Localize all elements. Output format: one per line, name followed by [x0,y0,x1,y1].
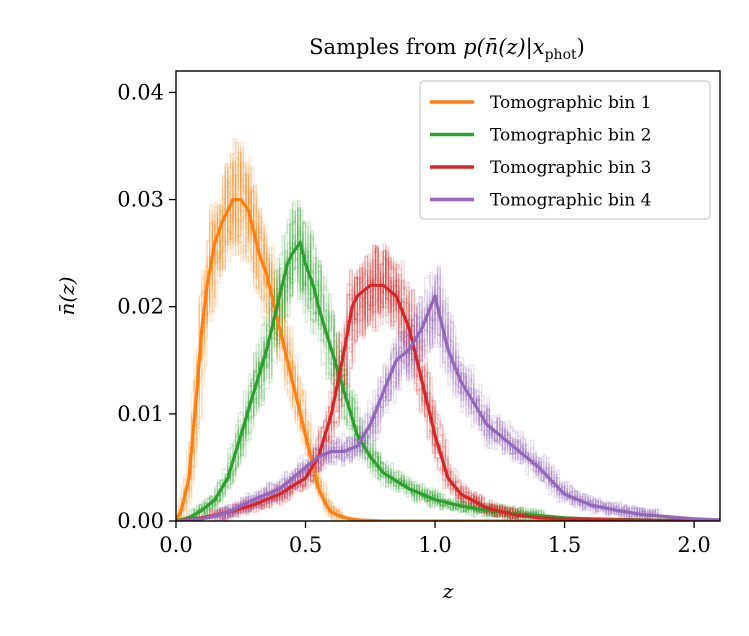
y-tick-label: 0.00 [117,509,164,533]
sample-curve-bin-4 [176,304,720,521]
axes-frame [175,70,721,522]
legend-label-bin-1: Tomographic bin 1 [490,93,651,113]
mean-curve-bin-3 [176,283,720,521]
chart-title-prefix: Samples from [309,35,463,59]
chart-title-suffix: ) [577,35,585,59]
x-tick-label: 1.5 [548,533,581,557]
sample-curve-bin-4 [176,264,720,521]
plot-area [176,137,720,521]
y-axis-label: n̄(z) [55,276,79,315]
y-axis-ticks: 0.00 0.01 0.02 0.03 0.04 [117,80,176,533]
mean-curve-bin-4 [176,294,720,521]
x-axis-label: z [442,579,454,603]
y-tick-label: 0.03 [117,188,164,212]
mean-curve-bin-1 [176,198,720,521]
chart-title-subscript: phot [545,47,577,63]
legend-box [419,80,711,220]
legend: Tomographic bin 1 Tomographic bin 2 Tomogr… [419,80,711,220]
y-tick-label: 0.02 [117,295,164,319]
x-tick-label: 1.0 [418,533,451,557]
sample-curve-bin-4 [176,275,720,521]
x-tick-label: 0.5 [289,533,322,557]
chart-title: Samples from p(n̄(z)|xphot) [309,35,585,63]
chart-title-math: p(n̄(z)|x [463,35,545,60]
y-tick-label: 0.01 [117,402,164,426]
legend-label-bin-3: Tomographic bin 3 [490,158,651,178]
x-axis-ticks: 0.0 0.5 1.0 1.5 2.0 [159,521,711,557]
x-tick-label: 0.0 [159,533,192,557]
y-tick-label: 0.04 [117,80,164,104]
x-tick-label: 2.0 [677,533,710,557]
legend-label-bin-4: Tomographic bin 4 [490,191,651,211]
legend-label-bin-2: Tomographic bin 2 [490,126,651,146]
sample-curve-bin-4 [176,266,720,521]
